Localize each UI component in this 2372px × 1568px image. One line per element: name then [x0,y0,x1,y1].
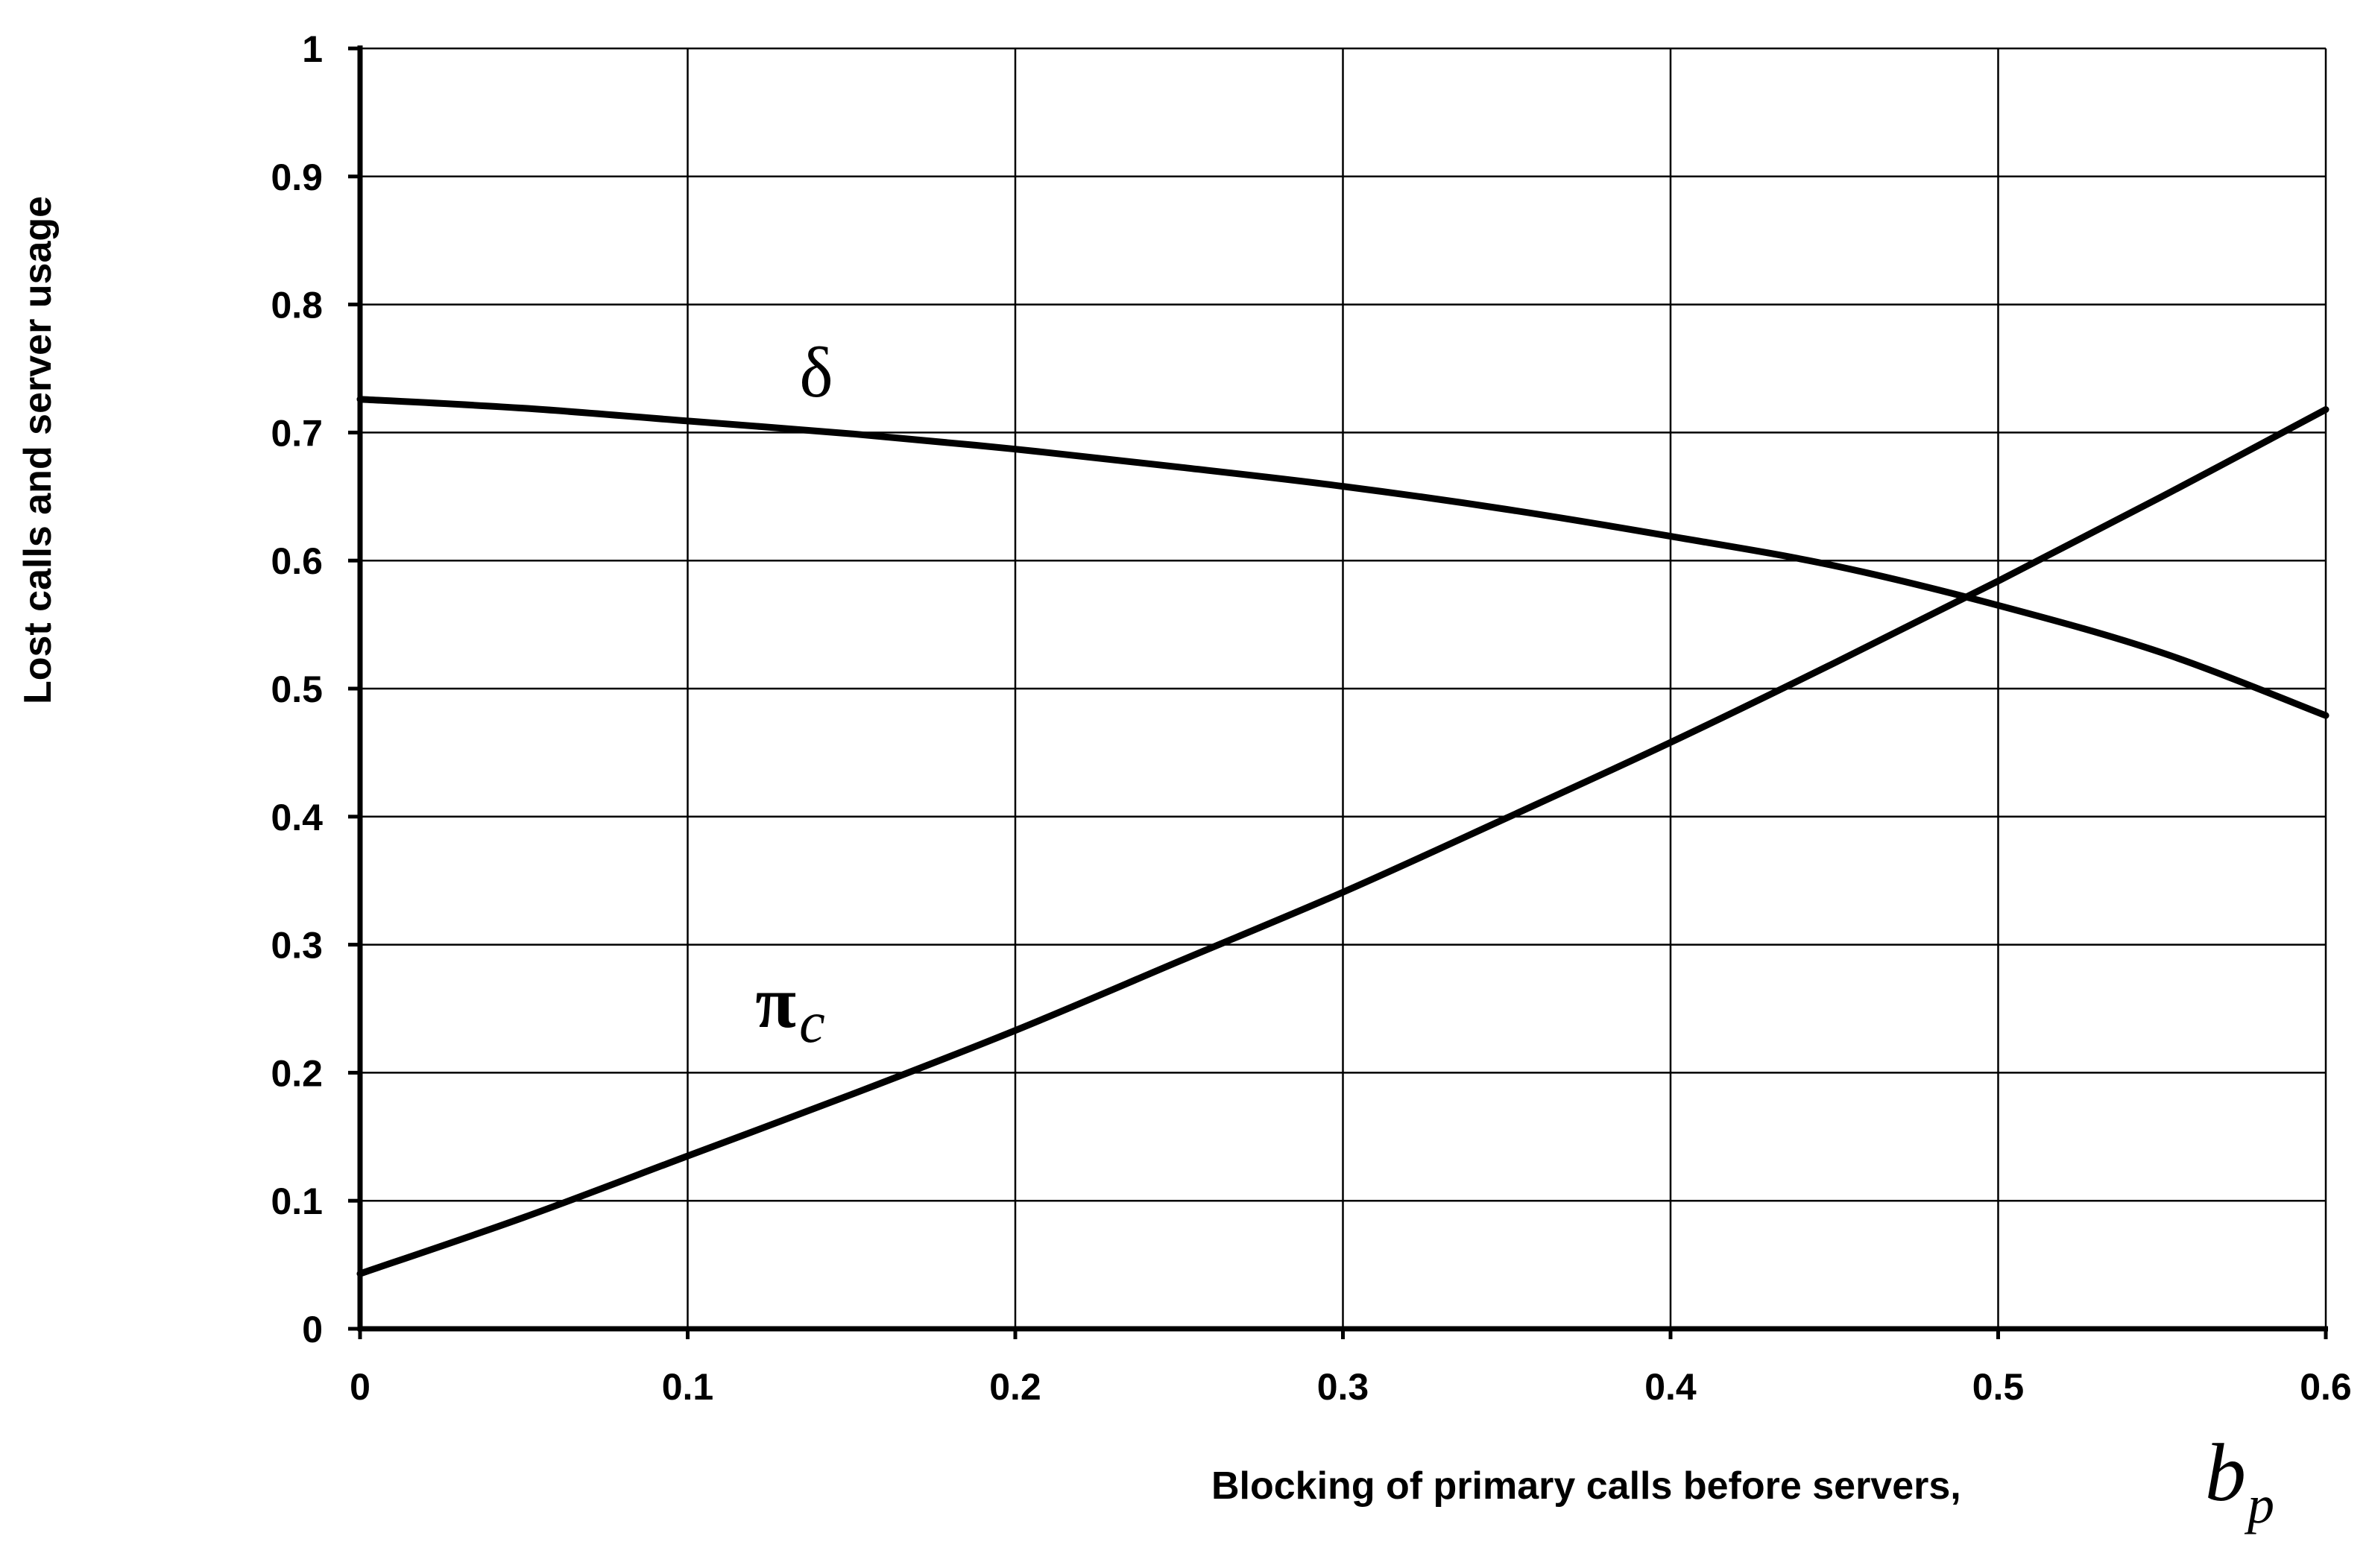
y-tick-label: 0.4 [271,797,323,838]
y-tick-label: 0.9 [271,157,323,198]
y-axis-title: Lost calls and server usage [16,196,60,704]
x-axis-title: Blocking of primary calls before servers… [1211,1464,1961,1508]
y-tick-label: 0 [302,1309,323,1350]
axes [348,45,2328,1339]
series-label-delta: δ [799,332,833,412]
x-tick-label: 0.3 [1317,1366,1369,1408]
x-tick-label: 0.2 [989,1366,1041,1408]
pi-c-curve [356,406,2330,1277]
x-tick-label: 0.5 [1972,1366,2025,1408]
delta-curve [356,396,2330,719]
x-tick-label: 0.4 [1644,1366,1697,1408]
series-label-pi-c: πc [755,961,824,1055]
y-tick-label: 0.5 [271,668,323,710]
y-tick-label: 0.6 [271,540,323,582]
y-tick-label: 0.8 [271,285,323,326]
series-curves [356,396,2330,1277]
y-tick-label: 0.3 [271,925,323,967]
y-tick-label: 0.1 [271,1180,323,1222]
x-tick-label: 0 [350,1366,370,1408]
x-tick-label: 0.1 [662,1366,714,1408]
gridlines [360,47,2327,1329]
y-tick-label: 1 [302,28,323,70]
x-tick-label: 0.6 [2300,1366,2352,1408]
y-tick-label: 0.2 [271,1052,323,1094]
x-axis-symbol: bp [2205,1427,2274,1534]
tick-labels: 0 0.1 0.2 0.3 0.4 0.5 0.6 0 0.1 0.2 0.3 0.4 0.5 0.6 0.… [271,28,2351,1408]
y-tick-label: 0.7 [271,412,323,454]
